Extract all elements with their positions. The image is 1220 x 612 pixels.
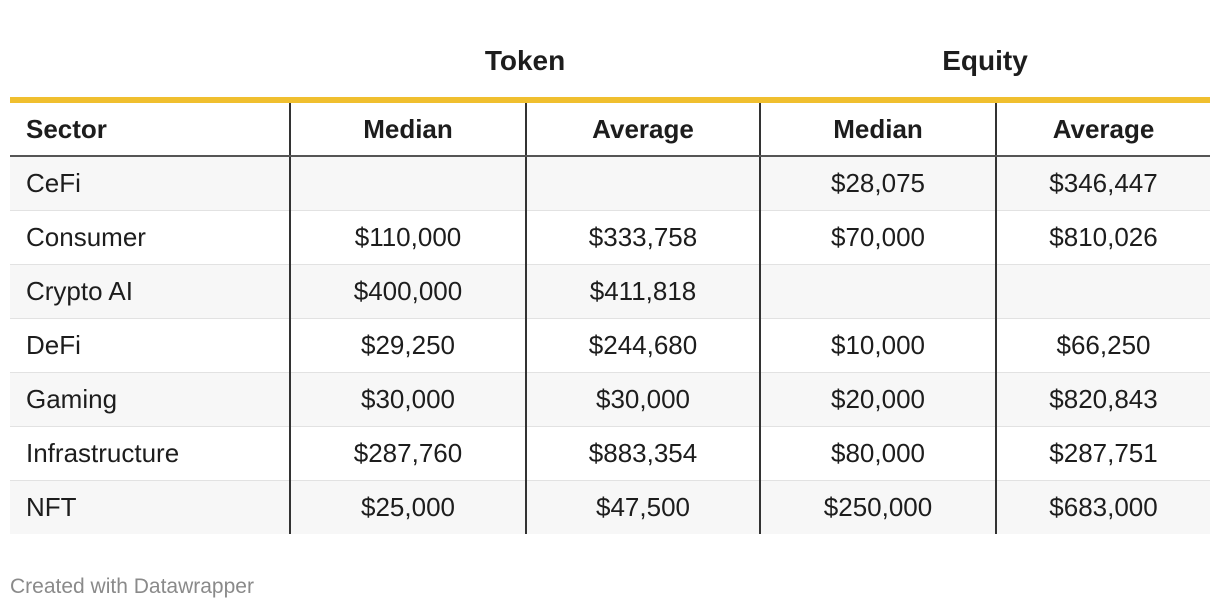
equity-median-cell [759,264,997,319]
table-row: Gaming $30,000 $30,000 $20,000 $820,843 [10,372,1211,427]
sector-cell: Infrastructure [10,426,290,481]
equity-median-cell: $28,075 [759,156,997,211]
column-header-row: Sector Median Average Median Average [10,100,1211,157]
table-row: DeFi $29,250 $244,680 $10,000 $66,250 [10,318,1211,373]
token-median-cell: $287,760 [289,426,526,481]
footer-credit: Created with Datawrapper [10,575,254,598]
token-median-cell: $400,000 [289,264,526,319]
equity-average-cell: $287,751 [995,426,1211,481]
sector-cell: Consumer [10,210,290,265]
group-header-token: Token [290,0,761,103]
table-row: Infrastructure $287,760 $883,354 $80,000 $28… [10,426,1211,481]
column-header-equity-average: Average [995,100,1211,157]
token-average-cell: $883,354 [524,426,761,481]
token-average-cell: $30,000 [524,372,761,427]
equity-median-cell: $80,000 [759,426,997,481]
table-row: NFT $25,000 $47,500 $250,000 $683,000 [10,480,1211,534]
token-median-cell [289,156,526,211]
equity-average-cell: $346,447 [995,156,1211,211]
equity-average-cell [995,264,1211,319]
token-average-cell: $411,818 [524,264,761,319]
equity-median-cell: $10,000 [759,318,997,373]
sector-cell: CeFi [10,156,290,211]
token-median-cell: $29,250 [289,318,526,373]
table-container: Token Equity Sector Median Average Media… [10,0,1211,534]
sector-cell: NFT [10,480,290,534]
table-row: CeFi $28,075 $346,447 [10,156,1211,211]
equity-average-cell: $810,026 [995,210,1211,265]
token-median-cell: $110,000 [289,210,526,265]
equity-average-cell: $66,250 [995,318,1211,373]
column-header-token-median: Median [289,100,526,157]
equity-median-cell: $20,000 [759,372,997,427]
group-header-empty [10,0,290,103]
column-group-row: Token Equity [10,0,1211,103]
equity-average-cell: $820,843 [995,372,1211,427]
sector-cell: Crypto AI [10,264,290,319]
token-average-cell: $244,680 [524,318,761,373]
table-row: Consumer $110,000 $333,758 $70,000 $810,026 [10,210,1211,265]
table-body: CeFi $28,075 $346,447 Consumer $110,000 $333,… [10,156,1211,534]
column-header-equity-median: Median [759,100,997,157]
token-average-cell [524,156,761,211]
token-average-cell: $47,500 [524,480,761,534]
equity-average-cell: $683,000 [995,480,1211,534]
token-median-cell: $25,000 [289,480,526,534]
sector-cell: DeFi [10,318,290,373]
column-header-token-average: Average [524,100,761,157]
sector-cell: Gaming [10,372,290,427]
group-header-equity: Equity [760,0,1211,103]
column-header-sector: Sector [10,100,290,157]
token-average-cell: $333,758 [524,210,761,265]
data-table: Token Equity Sector Median Average Media… [10,0,1211,534]
token-median-cell: $30,000 [289,372,526,427]
table-row: Crypto AI $400,000 $411,818 [10,264,1211,319]
equity-median-cell: $250,000 [759,480,997,534]
equity-median-cell: $70,000 [759,210,997,265]
